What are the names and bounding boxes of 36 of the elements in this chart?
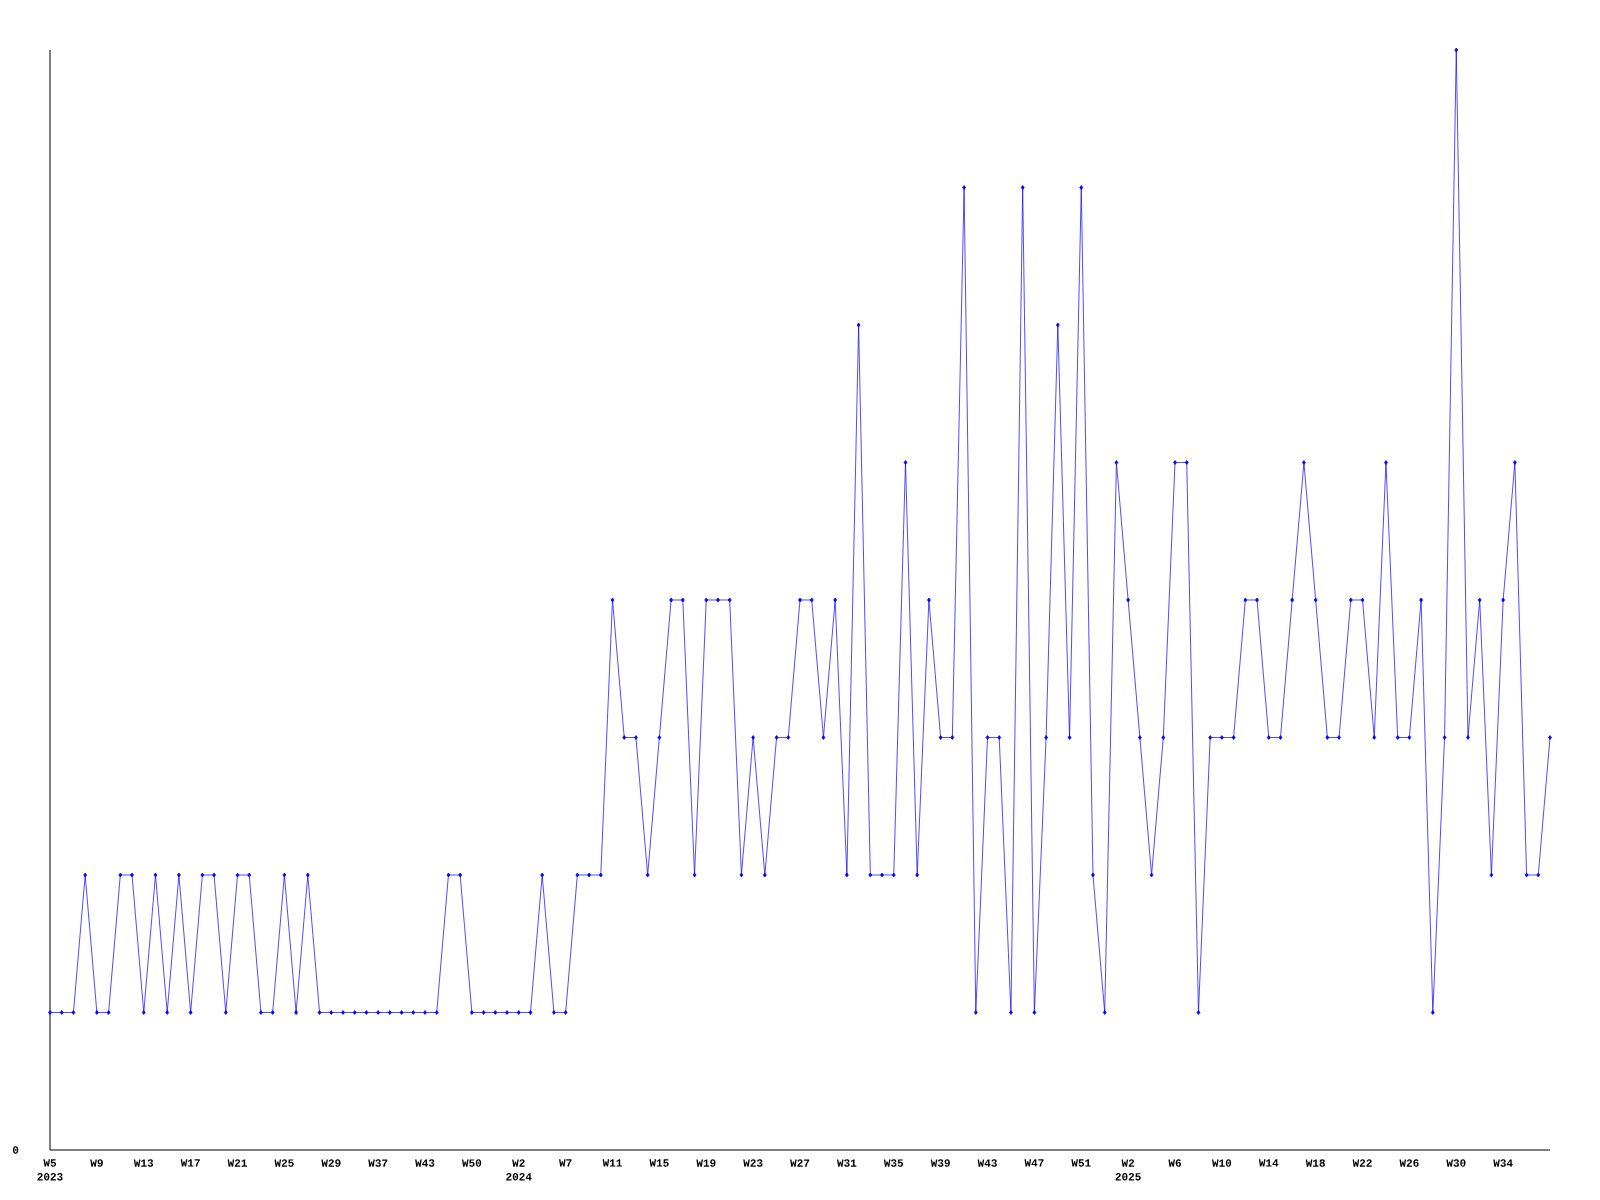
x-tick-label: W23 [743, 1159, 763, 1167]
x-tick-label: W39 [930, 1159, 950, 1167]
x-tick-label: W10 [1211, 1159, 1232, 1167]
x-tick-label: W37 [368, 1159, 388, 1167]
text: 2023 [37, 1173, 63, 1181]
text: 2025 [1115, 1173, 1141, 1181]
x-tick-label: W6 [1168, 1159, 1181, 1167]
x-tick-label: W50 [461, 1159, 482, 1167]
x-tick-label: W47 [1024, 1159, 1044, 1167]
x-tick-label: W15 [649, 1159, 669, 1167]
x-tick-label: W2 [1121, 1159, 1135, 1167]
x-tick-label: W25 [274, 1159, 294, 1167]
x-tick-label: W34 [1493, 1159, 1513, 1167]
x-tick-label: W2 [512, 1159, 525, 1167]
x-tick-label: W7 [559, 1159, 572, 1167]
x-tick-label: W17 [180, 1159, 200, 1167]
x-tick-label: W51 [1071, 1159, 1091, 1167]
x-tick-label: W43 [977, 1159, 997, 1167]
text: 0 [12, 1146, 19, 1154]
x-tick-label: W29 [321, 1159, 341, 1167]
x-tick-label: W30 [1446, 1159, 1466, 1167]
x-tick-label: W43 [415, 1159, 435, 1167]
x-tick-label: W5 [43, 1159, 57, 1167]
x-tick-label: W19 [696, 1159, 716, 1167]
x-tick-label: W26 [1399, 1159, 1419, 1167]
x-tick-label: W14 [1258, 1159, 1279, 1167]
x-tick-label: W11 [602, 1159, 622, 1167]
x-tick-label: W21 [227, 1159, 247, 1167]
x-tick-label: W27 [790, 1159, 810, 1167]
x-tick-label: W31 [836, 1159, 857, 1167]
x-tick-label: W18 [1305, 1159, 1325, 1167]
x-tick-label: W35 [883, 1159, 904, 1167]
x-tick-label: W9 [90, 1159, 103, 1167]
text: 2024 [506, 1173, 532, 1181]
x-tick-label: W22 [1352, 1159, 1372, 1167]
x-tick-label: W13 [133, 1159, 154, 1167]
